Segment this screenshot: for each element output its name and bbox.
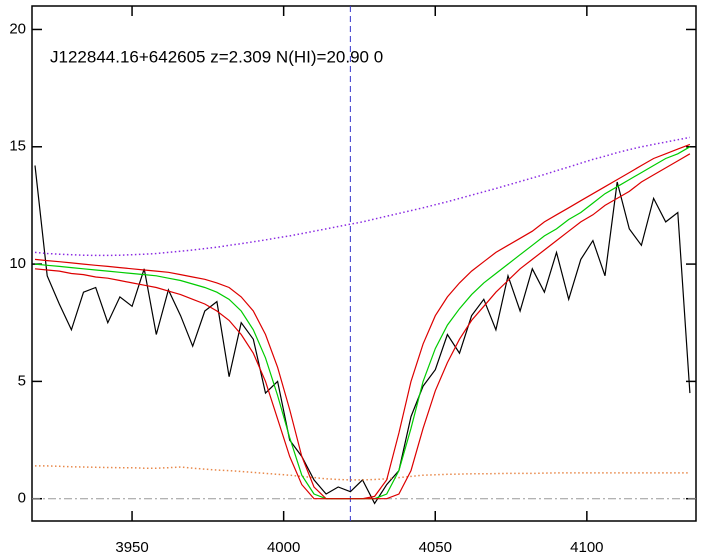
series-line — [34, 136, 691, 257]
y-tick-label: 15 — [9, 138, 26, 155]
y-tick-label: 0 — [18, 490, 26, 507]
plot-frame — [31, 5, 697, 522]
series-line — [34, 143, 691, 500]
chart-title: J122844.16+642605 z=2.309 N(HI)=20.90 0 — [50, 47, 383, 66]
x-tick-label: 4100 — [570, 539, 603, 556]
series-line — [34, 153, 691, 500]
x-tick-label: 4050 — [419, 539, 452, 556]
x-tick-label: 4000 — [267, 539, 300, 556]
y-tick-label: 10 — [9, 255, 26, 272]
y-tick-label: 5 — [18, 372, 26, 389]
x-tick-label: 3950 — [115, 539, 148, 556]
series-line — [34, 146, 691, 500]
series-line — [35, 465, 690, 481]
y-tick-label: 20 — [9, 20, 26, 37]
